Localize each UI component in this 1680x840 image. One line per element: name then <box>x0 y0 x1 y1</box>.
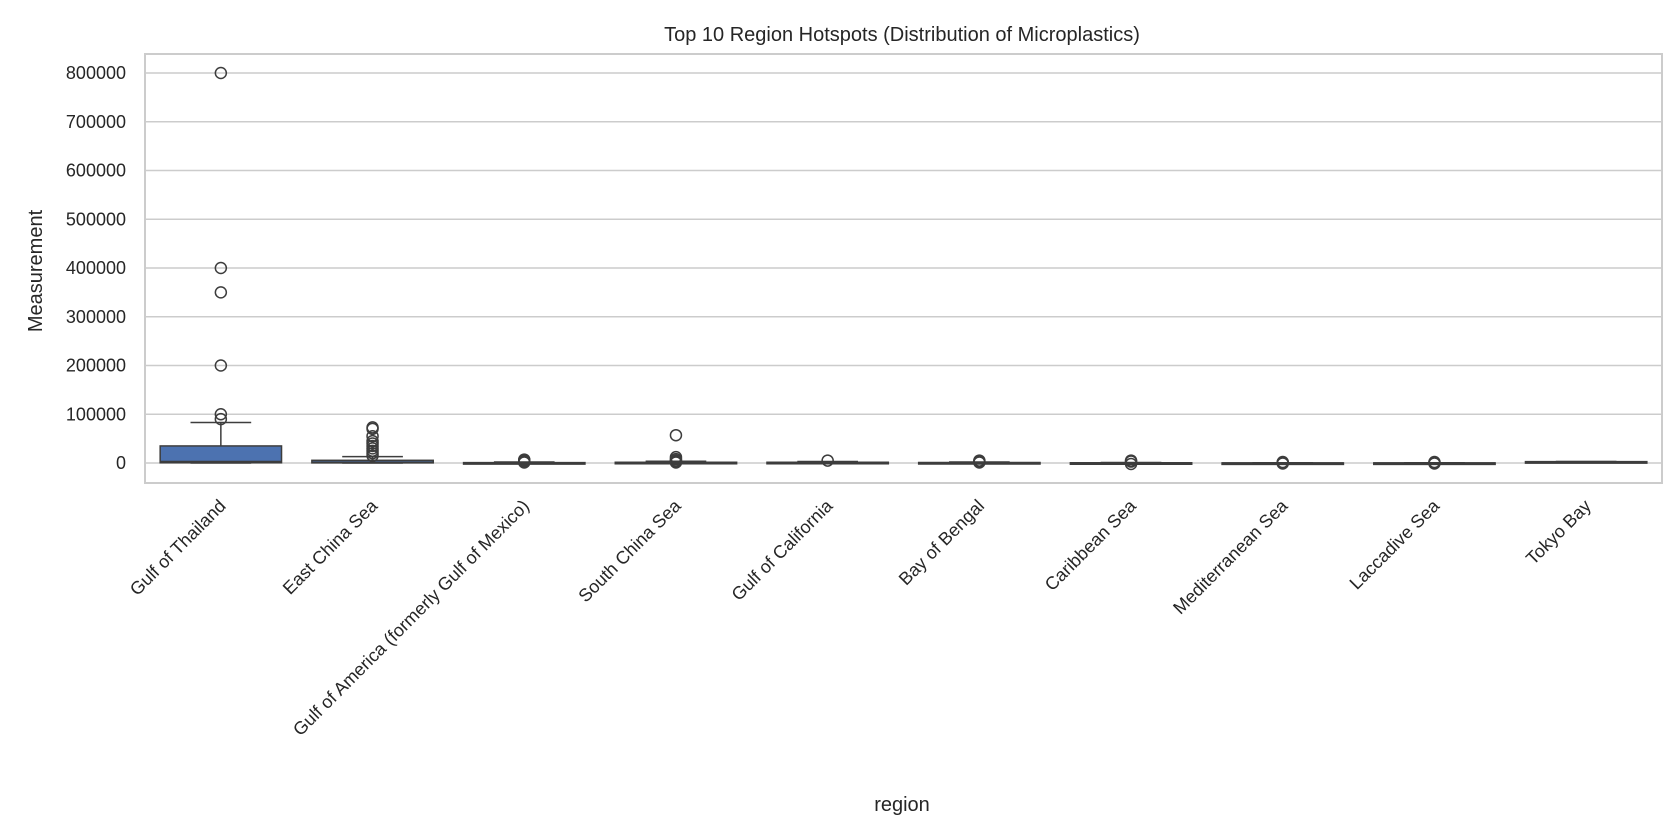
box-group <box>1221 455 1345 470</box>
gridlines <box>145 72 1662 464</box>
outlier-point <box>669 456 683 469</box>
box-group <box>1069 454 1193 471</box>
x-tick-label: Gulf of Thailand <box>126 496 230 600</box>
outlier-point <box>669 428 683 442</box>
box-group <box>1524 460 1648 464</box>
y-tick-label: 500000 <box>66 209 126 229</box>
chart-title: Top 10 Region Hotspots (Distribution of … <box>664 24 1140 46</box>
y-tick-label: 800000 <box>66 63 126 83</box>
box-group <box>462 453 586 469</box>
outlier-point <box>518 456 531 469</box>
x-tick-label: East China Sea <box>279 495 382 598</box>
x-tick-label: South China Sea <box>574 495 685 606</box>
outlier-point <box>214 408 228 421</box>
box-group <box>311 421 434 464</box>
outlier-point <box>214 286 228 299</box>
y-tick-label: 600000 <box>66 161 126 181</box>
plot-frame <box>144 53 1663 484</box>
outlier-point <box>1124 457 1138 471</box>
outlier-point <box>366 422 379 436</box>
box-group <box>917 454 1041 469</box>
y-tick-label: 100000 <box>66 404 126 424</box>
y-tick-label: 400000 <box>66 258 126 278</box>
x-tick-label: Bay of Bengal <box>895 496 988 589</box>
y-tick-label: 300000 <box>66 307 126 327</box>
outlier-point <box>821 454 834 467</box>
outlier-point <box>1428 457 1441 470</box>
box-group <box>1373 455 1496 470</box>
x-tick-label: Tokyo Bay <box>1522 496 1595 569</box>
x-tick-label: Gulf of America (formerly Gulf of Mexico… <box>289 496 533 740</box>
box-series <box>159 66 1648 471</box>
x-axis-label: region <box>874 794 930 816</box>
outlier-point <box>214 412 228 426</box>
box-group <box>766 454 890 467</box>
outlier-point <box>973 456 986 469</box>
y-tick-label: 0 <box>116 453 126 473</box>
x-tick-label: Laccadive Sea <box>1346 495 1444 593</box>
outlier-point <box>366 429 379 443</box>
x-tick-label: Mediterranean Sea <box>1169 495 1292 618</box>
box-group <box>159 66 283 464</box>
outlier-point <box>214 261 228 275</box>
x-tick-label: Gulf of California <box>728 495 838 605</box>
y-tick-label: 200000 <box>66 356 126 376</box>
y-axis-label: Measurement <box>25 209 47 332</box>
outlier-point <box>1276 457 1289 470</box>
outlier-point <box>214 66 228 80</box>
box <box>159 445 283 464</box>
y-tick-labels: 0 100000 200000 300000 400000 500000 600000 700… <box>66 63 126 473</box>
outlier-point <box>214 359 228 372</box>
outlier-point <box>366 449 379 462</box>
y-tick-label: 700000 <box>66 112 126 132</box>
box-group <box>614 428 738 469</box>
x-tick-label: Caribbean Sea <box>1041 495 1141 595</box>
